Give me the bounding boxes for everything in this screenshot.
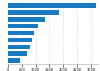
Bar	[8, 31, 34, 35]
Bar	[8, 38, 32, 42]
Bar	[8, 17, 45, 22]
Bar	[8, 58, 20, 63]
Bar	[8, 51, 27, 56]
Bar	[8, 45, 29, 49]
Bar	[8, 24, 38, 28]
Bar	[8, 10, 59, 15]
Bar	[8, 3, 96, 8]
